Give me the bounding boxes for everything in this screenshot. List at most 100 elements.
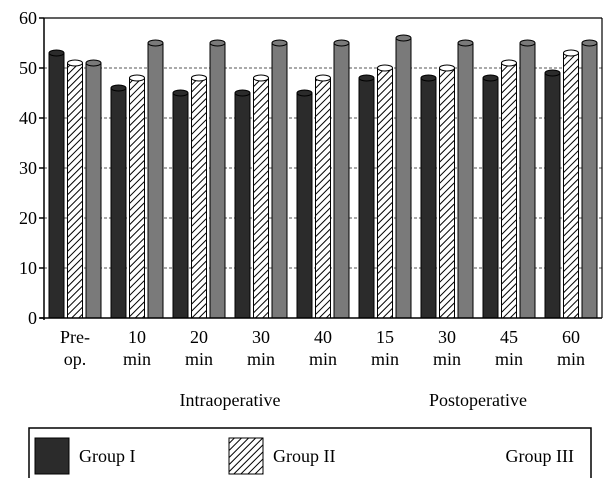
bar-body	[563, 52, 579, 319]
x-category-label-line: 15	[376, 327, 394, 347]
x-category-label-line: 60	[562, 327, 580, 347]
bar-body	[48, 52, 65, 319]
bar-top	[377, 64, 393, 72]
bar-top	[296, 89, 313, 97]
bar-top	[85, 59, 102, 67]
bar-group-iii	[271, 39, 288, 319]
bar-body	[420, 77, 437, 319]
bar-top	[519, 39, 536, 47]
bar-top	[191, 74, 207, 82]
bar-group-i	[482, 74, 499, 319]
bar-top	[147, 39, 164, 47]
bar-group-iii	[457, 39, 474, 319]
bar-body	[85, 62, 102, 319]
bar-top	[395, 34, 412, 42]
bar-top	[48, 49, 65, 57]
x-category-label-line: 40	[314, 327, 332, 347]
legend: Group I Group II Group III	[28, 427, 592, 478]
legend-label-group-i: Group I	[79, 446, 136, 466]
bar-group-ii	[129, 74, 145, 319]
x-category-label: 20 min	[185, 327, 213, 369]
bars	[48, 34, 598, 319]
bar-top	[253, 74, 269, 82]
x-category-label-line: min	[185, 349, 213, 369]
bar-body	[315, 77, 331, 319]
bar-body	[253, 77, 269, 319]
y-tick-label: 60	[19, 8, 37, 28]
y-tick-label: 0	[28, 308, 37, 328]
bar-body	[129, 77, 145, 319]
bar-group-ii	[439, 64, 455, 319]
bar-body	[110, 87, 127, 319]
bar-group-ii	[315, 74, 331, 319]
x-category-label-line: min	[247, 349, 275, 369]
x-category-label-line: min	[123, 349, 151, 369]
bar-top	[581, 39, 598, 47]
bar-top	[67, 59, 83, 67]
bar-top	[333, 39, 350, 47]
x-category-label: 60 min	[557, 327, 585, 369]
bar-body	[147, 42, 164, 319]
legend-box	[28, 427, 592, 478]
bar-body	[377, 67, 393, 319]
bar-group-iii	[147, 39, 164, 319]
legend-label-group-iii: Group III	[506, 446, 574, 466]
x-category-label: 15 min	[371, 327, 399, 369]
bar-body	[333, 42, 350, 319]
x-category-label-line: 45	[500, 327, 518, 347]
x-category-label: Pre-op.	[60, 327, 90, 369]
bar-top	[271, 39, 288, 47]
x-category-label: 40 min	[309, 327, 337, 369]
bar-group-iii	[333, 39, 350, 319]
bar-body	[501, 62, 517, 319]
bar-top	[457, 39, 474, 47]
bar-body	[172, 92, 189, 319]
bar-top	[482, 74, 499, 82]
bar-group-i	[172, 89, 189, 319]
bar-body	[482, 77, 499, 319]
bar-group-ii	[253, 74, 269, 319]
bar-body	[457, 42, 474, 319]
bar-top	[315, 74, 331, 82]
bar-group-i	[358, 74, 375, 319]
bar-group-ii	[563, 49, 579, 319]
bar-body	[209, 42, 226, 319]
x-category-label-line: min	[495, 349, 523, 369]
bar-group-iii	[581, 39, 598, 319]
x-category-label-line: op.	[64, 349, 87, 369]
bar-body	[519, 42, 536, 319]
bar-body	[395, 37, 412, 319]
bar-group-iii	[519, 39, 536, 319]
bar-top	[439, 64, 455, 72]
x-category-label: 45 min	[495, 327, 523, 369]
bar-group-ii	[377, 64, 393, 319]
bar-top	[234, 89, 251, 97]
bar-group-iii	[85, 59, 102, 319]
x-group-label: Postoperative	[429, 390, 527, 410]
x-category-label-line: min	[309, 349, 337, 369]
bar-group-i	[296, 89, 313, 319]
bar-body	[191, 77, 207, 319]
bar-group-ii	[191, 74, 207, 319]
bar-top	[420, 74, 437, 82]
bar-top	[501, 59, 517, 67]
bar-top	[563, 49, 579, 57]
x-category-label-line: 20	[190, 327, 208, 347]
bar-group-iii	[395, 34, 412, 319]
bar-group-ii	[67, 59, 83, 319]
bar-group-i	[48, 49, 65, 319]
y-tick-label: 30	[19, 158, 37, 178]
bar-top	[110, 84, 127, 92]
bar-body	[581, 42, 598, 319]
group-labels: Intraoperative Postoperative	[180, 390, 527, 410]
bar-top	[358, 74, 375, 82]
bar-body	[234, 92, 251, 319]
x-category-label-line: 30	[252, 327, 270, 347]
x-category-label-line: min	[433, 349, 461, 369]
x-category-label-line: 10	[128, 327, 146, 347]
bar-group-ii	[501, 59, 517, 319]
bar-body	[439, 67, 455, 319]
x-category-label: 30 min	[433, 327, 461, 369]
x-group-label: Intraoperative	[180, 390, 281, 410]
